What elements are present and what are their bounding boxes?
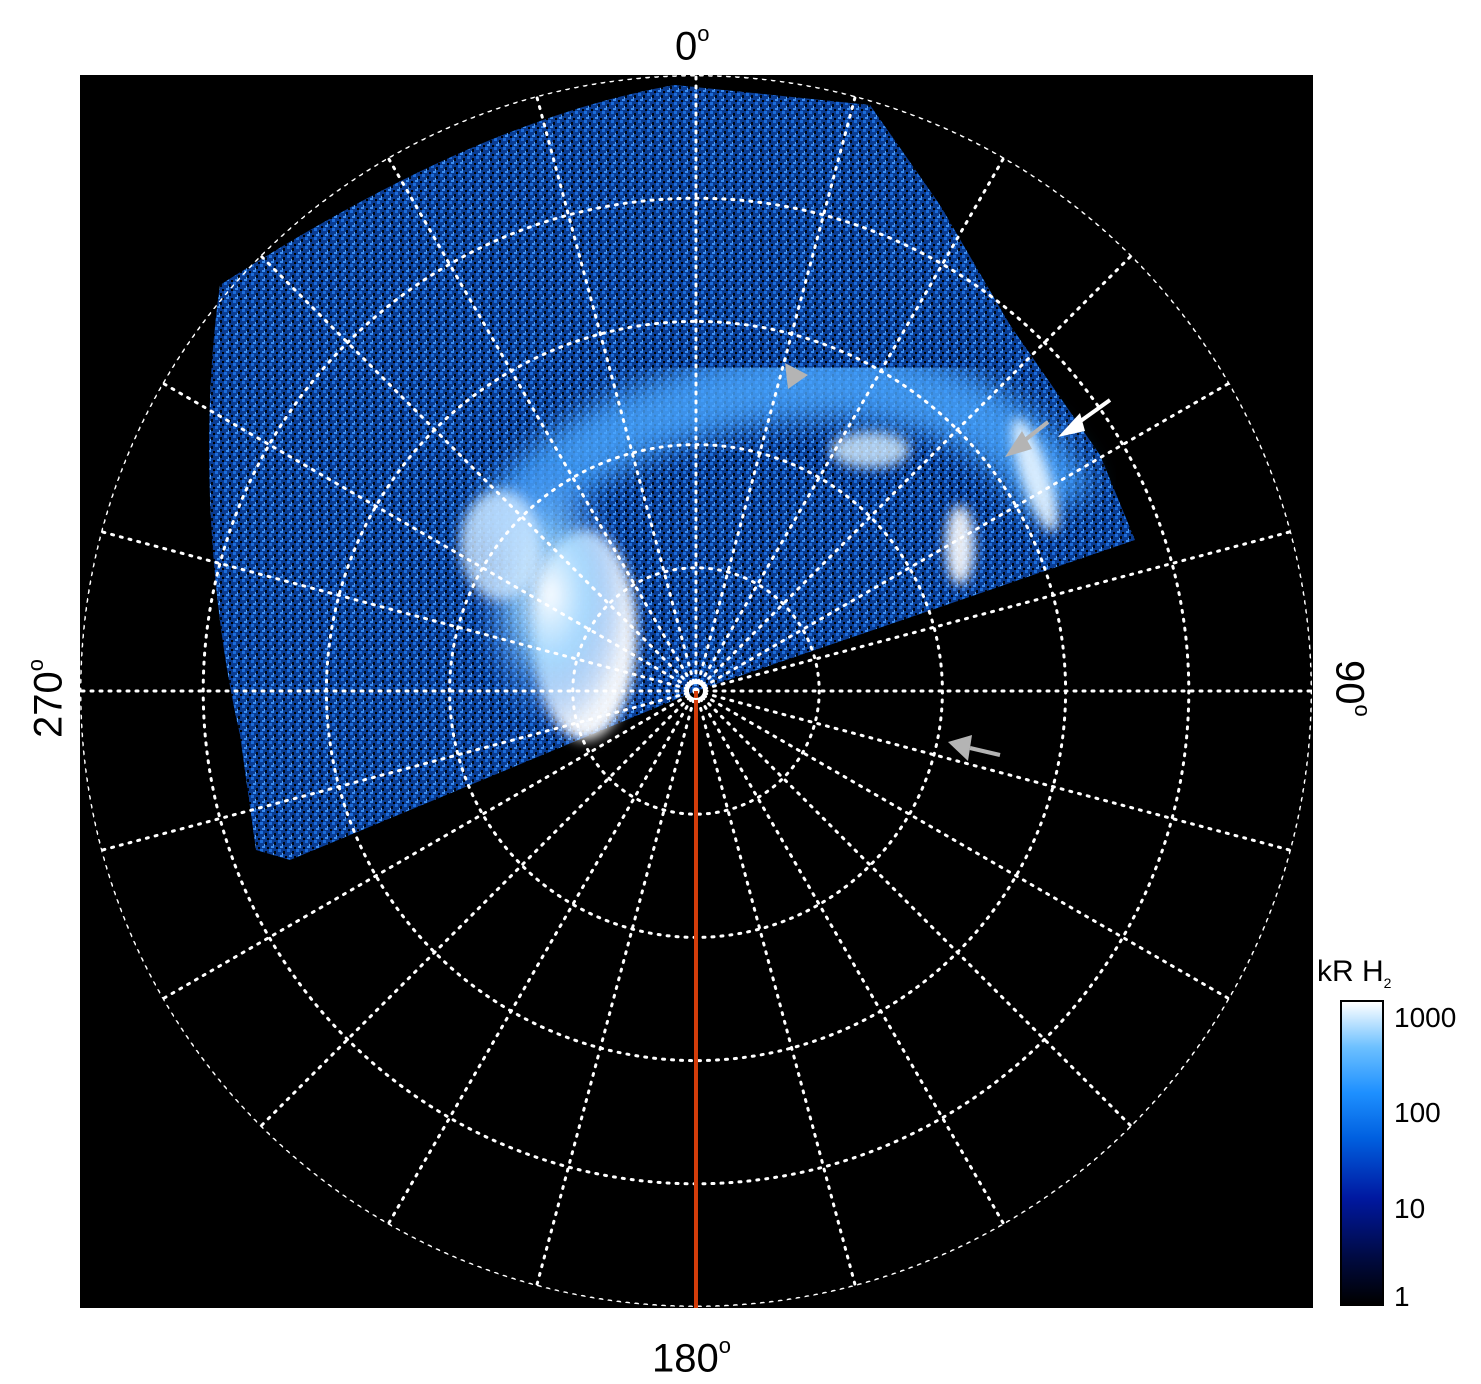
colorbar [1340, 1000, 1384, 1306]
grid-spoke [99, 530, 698, 693]
grid-spoke [258, 253, 698, 693]
grid-spoke [386, 689, 698, 1226]
polar-grid [80, 75, 1312, 1307]
grid-spoke [694, 689, 1006, 1226]
auroral-polar-projection [80, 75, 1312, 1308]
grid-spoke [694, 689, 1293, 852]
colorbar-tick-1: 1 [1394, 1281, 1410, 1312]
gray-arrowhead-top [785, 363, 808, 389]
gray-arrow-right [948, 735, 1001, 761]
observed-hemisphere [209, 85, 1136, 860]
azimuth-label-270: 270o [23, 659, 71, 738]
grid-spoke [99, 689, 698, 852]
colorbar-tick-1000: 1000 [1394, 1002, 1457, 1033]
grid-spoke [535, 689, 698, 1288]
annotation-arrows [785, 363, 1112, 761]
azimuth-label-90: 90o [1327, 660, 1375, 717]
grid-spoke [258, 689, 698, 1129]
grid-spoke [694, 689, 1231, 1001]
white-arrow [1058, 398, 1112, 437]
grid-ring [571, 566, 821, 816]
grid-spoke [694, 381, 1231, 693]
grid-spoke [386, 156, 698, 693]
azimuth-label-0: 0o [675, 21, 710, 69]
colorbar-tick-100: 100 [1394, 1097, 1441, 1128]
grid-spoke [161, 381, 698, 693]
grid-spoke [694, 156, 1006, 693]
grid-spoke [535, 94, 698, 693]
azimuth-label-180: 180o [652, 1333, 731, 1381]
bright-emission [460, 417, 1058, 740]
colorbar-title: kR H2 [1317, 955, 1392, 991]
grid-spoke [694, 530, 1293, 693]
pole-marker [687, 682, 705, 700]
grid-spoke [161, 689, 698, 1001]
gray-arrow-upper-right [1005, 420, 1050, 457]
colorbar-tick-10: 10 [1394, 1193, 1426, 1224]
grid-spoke [694, 689, 1134, 1129]
emission-region [209, 85, 1136, 860]
grid-spoke [694, 253, 1134, 693]
grid-spoke [694, 94, 857, 693]
grid-spoke [694, 689, 857, 1288]
